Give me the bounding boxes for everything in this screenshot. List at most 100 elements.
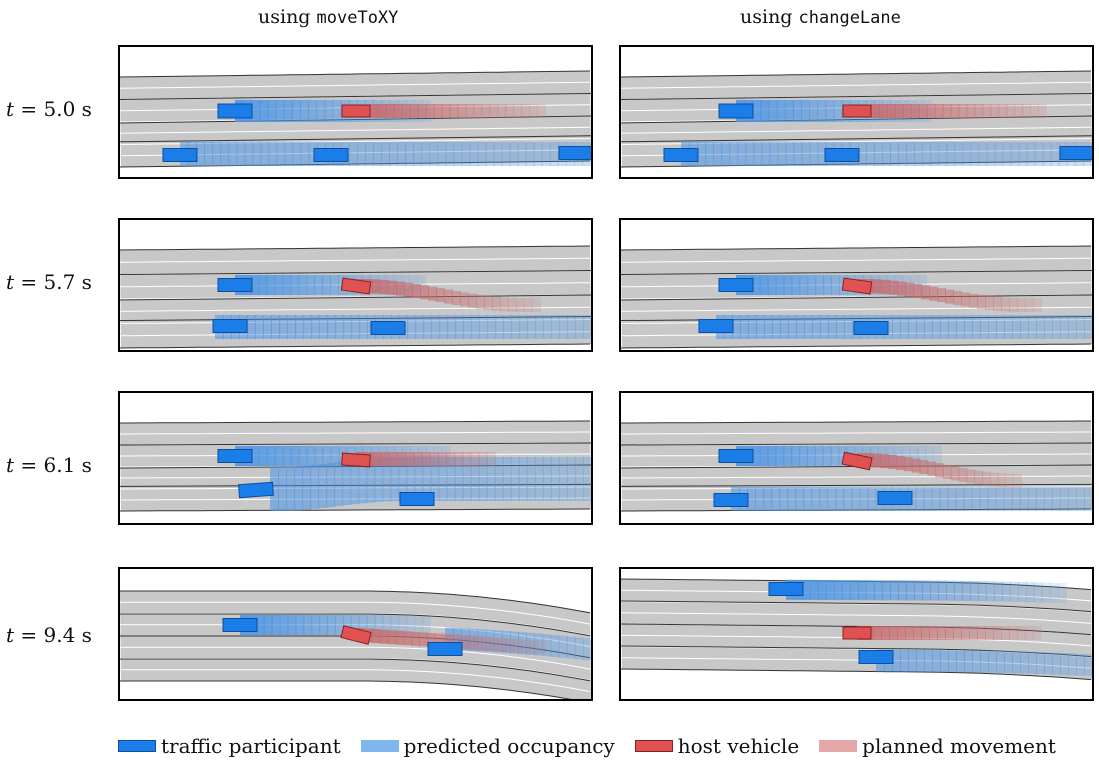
host-vehicle: [842, 104, 872, 118]
planned-movement: [370, 104, 546, 118]
road-edge: [621, 245, 1092, 251]
lane-divider: [621, 657, 1092, 669]
road-boundary: [120, 135, 591, 143]
predicted-occupancy-lower: [180, 142, 591, 166]
column-header-changelane: using changeLane: [740, 6, 901, 28]
lane-divider: [621, 475, 1091, 479]
predicted-occupancy-lower: [716, 315, 1092, 339]
lane-divider: [621, 612, 1092, 624]
traffic-participant: [877, 491, 913, 505]
traffic-participant: [858, 650, 894, 664]
traffic-participant: [663, 148, 699, 162]
predicted-occupancy-upper: [786, 579, 1067, 604]
road-boundary: [120, 442, 591, 446]
row-label-t1: t = 5.0 s: [6, 97, 92, 121]
legend-label: traffic participant: [161, 734, 341, 758]
traffic-participant: [824, 148, 860, 162]
predicted-occupancy-lower: [681, 142, 1092, 166]
road-boundary: [120, 464, 591, 469]
lane-divider: [621, 497, 1091, 501]
planned-movement: [857, 626, 1042, 640]
planned-movement: [857, 453, 1022, 488]
road-boundary: [621, 623, 1092, 636]
legend-item-predicted-occupancy: predicted occupancy: [360, 734, 615, 758]
road-edge: [120, 245, 591, 251]
road-boundary: [120, 316, 591, 322]
legend-item-traffic-participant: traffic participant: [118, 734, 341, 758]
predicted-occupancy-lower: [876, 649, 1092, 676]
lane-divider: [120, 331, 590, 337]
planned-movement: [871, 104, 1047, 118]
traffic-participant: [1059, 146, 1092, 160]
host-vehicle: [841, 277, 873, 295]
lane-divider: [120, 669, 591, 693]
traffic-participant: [718, 103, 754, 119]
road-boundary: [120, 270, 591, 275]
road-boundary: [621, 93, 1092, 100]
host-vehicle: [341, 104, 371, 118]
road-boundary: [120, 613, 591, 637]
road-edge: [120, 680, 572, 699]
panel-movetoxy-t1: [118, 45, 593, 179]
road-boundary: [621, 135, 1092, 143]
traffic-participant: [768, 582, 804, 596]
traffic-participant: [222, 618, 258, 632]
road-boundary: [621, 645, 1092, 658]
traffic-participant: [313, 148, 349, 162]
road-edge: [120, 508, 590, 512]
row-label-t4: t = 9.4 s: [6, 623, 92, 647]
lane-divider: [120, 126, 591, 134]
host-vehicle: [340, 277, 372, 295]
road-edge: [621, 70, 1092, 78]
road-edge: [621, 668, 1092, 681]
legend-swatch-host: [634, 740, 673, 752]
lane-divider: [120, 81, 591, 89]
road-boundary: [120, 658, 591, 682]
road-boundary: [621, 600, 1092, 613]
row-label-t2: t = 5.7 s: [6, 270, 92, 294]
legend-label: host vehicle: [677, 734, 800, 758]
road-boundary: [621, 115, 1092, 124]
lane-divider: [120, 646, 591, 670]
legend-item-host-vehicle: host vehicle: [634, 734, 800, 758]
predicted-occupancy-lower: [731, 487, 1092, 511]
traffic-participant: [370, 321, 406, 335]
lane-divider: [120, 601, 591, 625]
row-label-t3: t = 6.1 s: [6, 453, 92, 477]
lane-divider: [621, 306, 1091, 312]
traffic-participant: [698, 319, 734, 333]
traffic-participant: [217, 449, 253, 463]
road-boundary: [621, 270, 1092, 275]
lane-divider: [621, 431, 1091, 435]
host-vehicle: [341, 452, 371, 468]
panel-changelane-t2: [619, 218, 1094, 352]
traffic-participant: [718, 278, 754, 292]
traffic-participant: [718, 449, 754, 463]
column-header-prefix: using: [258, 6, 317, 28]
legend-item-planned-movement: planned movement: [819, 734, 1056, 758]
panel-movetoxy-t3: [118, 391, 593, 525]
lane-divider: [120, 475, 590, 479]
panel-changelane-t1: [619, 45, 1094, 179]
planned-movement: [857, 279, 1042, 312]
traffic-participant: [238, 481, 274, 499]
panel-movetoxy-t4: [118, 567, 593, 701]
host-vehicle: [842, 626, 872, 640]
legend-swatch-prediction: [360, 740, 399, 752]
lane-divider: [120, 624, 591, 648]
lane-divider: [621, 81, 1092, 89]
traffic-participant: [217, 278, 253, 292]
panel-changelane-t3: [619, 391, 1094, 525]
road-edge: [621, 160, 1092, 168]
road-boundary: [120, 294, 591, 301]
traffic-participant: [713, 493, 749, 507]
legend: traffic participant predicted occupancy …: [118, 732, 1093, 760]
host-vehicle: [841, 451, 873, 471]
road-edge: [621, 508, 1091, 512]
lane-divider: [621, 126, 1092, 134]
lane-divider: [120, 431, 590, 435]
legend-swatch-plan: [819, 740, 858, 752]
legend-label: predicted occupancy: [403, 734, 615, 758]
traffic-participant: [162, 148, 198, 162]
road-edge: [120, 160, 591, 168]
